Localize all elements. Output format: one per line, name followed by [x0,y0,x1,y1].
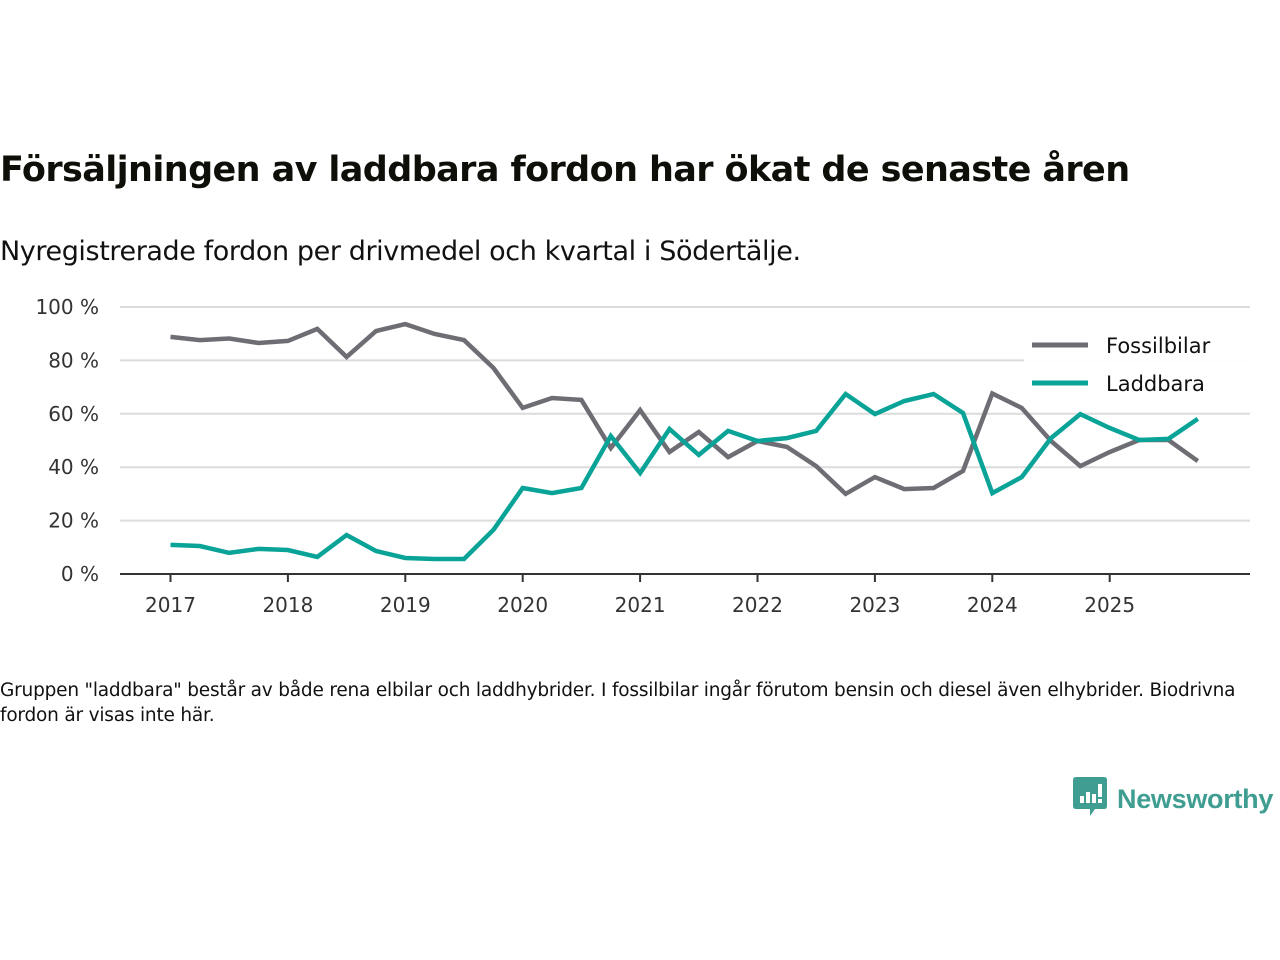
x-tick-label: 2025 [1084,593,1135,617]
y-tick-label: 40 % [48,455,99,479]
series-lines [170,321,1200,562]
legend-label-fossilbilar: Fossilbilar [1106,334,1211,358]
x-tick-label: 2020 [497,593,548,617]
y-tick-label: 20 % [48,509,99,533]
y-tick-label: 80 % [48,348,99,372]
chart-subtitle: Nyregistrerade fordon per drivmedel och … [0,236,801,267]
line-chart: 0 % 20 % 40 % 60 % 80 % 100 % 2017 2018 2019 202… [35,295,1250,617]
y-tick-label: 100 % [35,295,99,319]
legend-background [1024,326,1250,400]
y-tick-label: 60 % [48,402,99,426]
footnote: Gruppen "laddbara" består av både rena e… [0,680,1236,726]
logo-text: Newsworthy [1117,783,1274,814]
x-tick-label: 2018 [262,593,313,617]
x-tick-label: 2022 [732,593,783,617]
chart-title: Försäljningen av laddbara fordon har öka… [0,150,1130,190]
x-tick-label: 2024 [967,593,1018,617]
series-line-laddbara [170,390,1200,562]
x-tick-label: 2021 [615,593,666,617]
x-tick-label: 2017 [145,593,196,617]
x-tick-label: 2023 [849,593,900,617]
legend: Fossilbilar Laddbara [1024,326,1250,400]
x-tick-label: 2019 [380,593,431,617]
y-tick-label: 0 % [61,562,99,586]
newsworthy-logo: Newsworthy [1073,777,1273,821]
legend-label-laddbara: Laddbara [1106,372,1205,396]
newsworthy-chart-bubble-icon [1073,777,1107,821]
y-axis-ticks: 0 % 20 % 40 % 60 % 80 % 100 % [35,295,99,586]
x-axis: 2017 2018 2019 2020 2021 2022 2023 2024 2025 [120,573,1250,617]
